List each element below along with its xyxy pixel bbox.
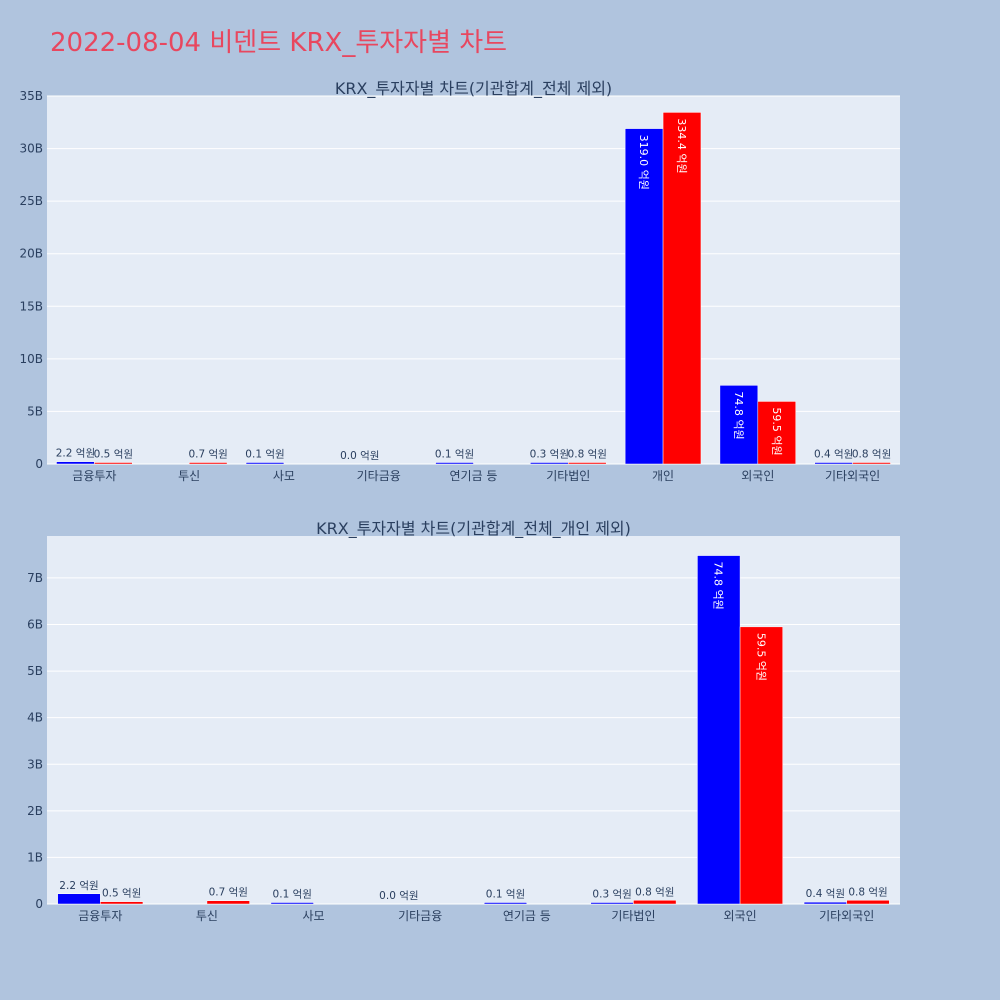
x-tick-label: 금융투자: [72, 469, 116, 483]
data-label: 0.8 억원: [635, 886, 674, 898]
bar: [530, 462, 569, 465]
bar: [739, 626, 783, 905]
y-tick-label: 25B: [19, 194, 43, 208]
data-label: 0.5 억원: [102, 888, 141, 900]
x-tick-label: 기타금융: [357, 469, 401, 483]
x-tick-label: 투신: [196, 909, 218, 923]
data-label: 319.0 억원: [637, 135, 650, 190]
bar: [803, 901, 847, 905]
y-tick-label: 0: [35, 457, 43, 471]
x-tick-label: 연기금 등: [503, 909, 551, 923]
bar: [206, 900, 250, 905]
bar: [852, 462, 891, 465]
x-tick-label: 외국인: [741, 469, 774, 483]
bar: [590, 902, 634, 905]
bar: [719, 385, 759, 465]
data-label: 59.5 억원: [754, 633, 767, 681]
x-tick-label: 투신: [178, 469, 200, 483]
y-tick-label: 6B: [27, 618, 43, 632]
x-tick-label: 사모: [273, 469, 295, 483]
chart-excluding-individuals: 0 1B 2B 3B 4B 5B 6B 7B KRX_투자자별 차트(기관합계_전체_개인 제외…: [27, 519, 900, 923]
x-tick-label: 사모: [303, 909, 325, 923]
bar: [94, 462, 133, 465]
x-tick-label: 기타외국인: [819, 909, 874, 923]
data-label: 2.2 억원: [59, 880, 98, 892]
page-title: 2022-08-04 비덴트 KRX_투자자별 차트: [50, 28, 508, 58]
y-tick-label: 5B: [27, 664, 43, 678]
data-label: 0.1 억원: [486, 889, 525, 901]
bar: [57, 893, 101, 905]
y-tick-label: 35B: [19, 89, 43, 103]
bar: [100, 901, 144, 905]
y-tick-label: 0: [35, 897, 43, 911]
data-label: 0.8 억원: [852, 449, 891, 461]
data-label: 0.7 억원: [188, 449, 227, 461]
data-label: 334.4 억원: [675, 118, 688, 173]
x-tick-label: 개인: [652, 469, 674, 483]
bar: [624, 128, 664, 465]
bar: [188, 462, 228, 465]
x-tick-label: 금융투자: [78, 909, 122, 923]
y-tick-label: 30B: [19, 142, 43, 156]
data-label: 0.5 억원: [94, 449, 133, 461]
data-label: 0.3 억원: [530, 449, 569, 461]
data-label: 59.5 억원: [770, 407, 783, 455]
data-label: 0.8 억원: [848, 886, 887, 898]
chart-title: KRX_투자자별 차트(기관합계_전체 제외): [335, 79, 612, 99]
data-label: 0.3 억원: [592, 889, 631, 901]
data-label: 0.4 억원: [814, 449, 853, 461]
bar: [270, 902, 314, 905]
bar: [757, 401, 796, 465]
data-label: 0.8 억원: [568, 449, 607, 461]
data-label: 0.1 억원: [245, 449, 284, 461]
data-label: 0.0 억원: [340, 450, 379, 462]
bar: [56, 461, 95, 465]
y-tick-label: 15B: [19, 299, 43, 313]
data-label: 74.8 억원: [732, 391, 745, 439]
data-label: 0.1 억원: [435, 449, 474, 461]
data-label: 0.0 억원: [379, 890, 418, 902]
bar: [483, 902, 528, 905]
y-tick-label: 20B: [19, 247, 43, 261]
y-tick-label: 5B: [27, 404, 43, 418]
y-tick-label: 3B: [27, 757, 43, 771]
data-label: 2.2 억원: [56, 448, 95, 460]
x-tick-label: 기타금융: [398, 909, 442, 923]
y-tick-label: 2B: [27, 804, 43, 818]
y-tick-label: 10B: [19, 352, 43, 366]
bar: [846, 900, 890, 905]
chart-all-investors: 0 5B 10B 15B 20B 25B 30B 35B KRX_투자자별 차트(기관합계_전체…: [19, 79, 900, 483]
x-tick-label: 기타법인: [611, 909, 655, 923]
y-tick-label: 4B: [27, 711, 43, 725]
bar: [633, 900, 677, 905]
bar: [435, 462, 474, 465]
y-tick-label: 1B: [27, 850, 43, 864]
data-label: 0.1 억원: [273, 889, 312, 901]
x-tick-label: 연기금 등: [450, 469, 498, 483]
chart-title: KRX_투자자별 차트(기관합계_전체_개인 제외): [316, 519, 631, 539]
x-tick-label: 외국인: [724, 909, 757, 923]
x-tick-label: 기타외국인: [825, 469, 880, 483]
x-tick-label: 기타법인: [546, 469, 590, 483]
data-label: 74.8 억원: [712, 562, 725, 610]
y-tick-label: 7B: [27, 571, 43, 585]
data-label: 0.4 억원: [806, 888, 845, 900]
bar: [568, 462, 607, 465]
bar: [697, 555, 741, 905]
bar: [245, 462, 285, 465]
data-label: 0.7 억원: [209, 887, 248, 899]
bar: [814, 462, 853, 465]
bar: [662, 112, 702, 465]
